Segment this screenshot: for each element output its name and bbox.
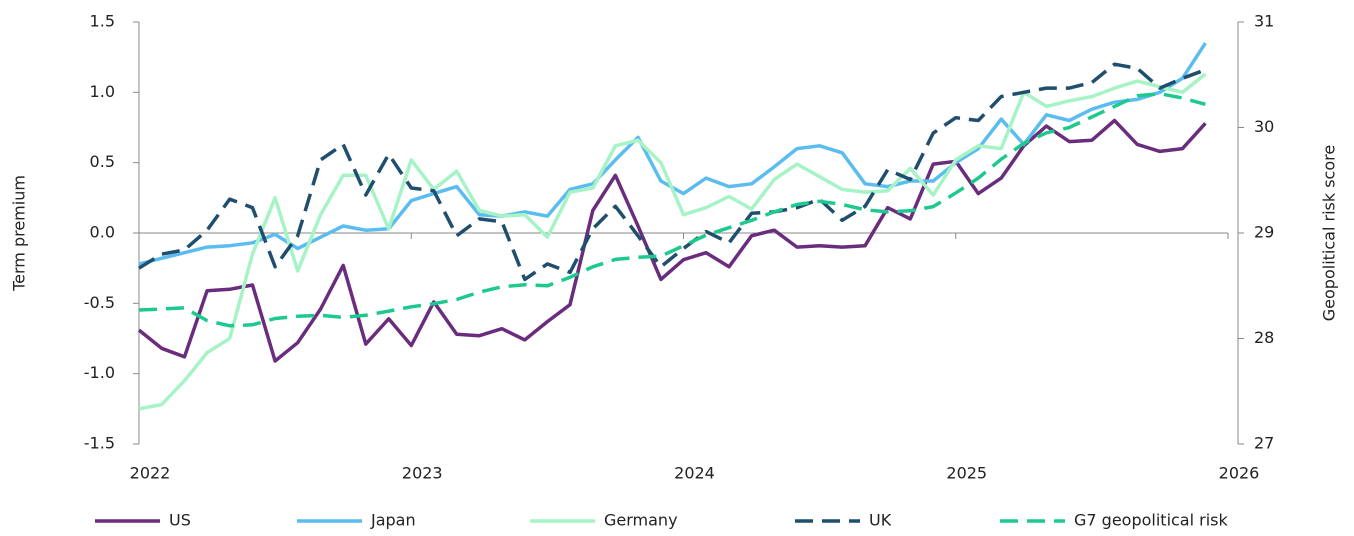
y2-tick-label: 28 [1254, 328, 1274, 347]
y-tick-label: 0.5 [90, 152, 115, 171]
x-tick-label: 2022 [130, 464, 171, 483]
x-tick-label: 2025 [946, 464, 987, 483]
legend-label: UK [869, 511, 892, 530]
legend-label: Germany [604, 511, 678, 530]
y-tick-label: 1.0 [90, 82, 115, 101]
series-line [138, 62, 1207, 282]
y2-tick-label: 30 [1254, 117, 1274, 136]
legend-label: US [169, 511, 191, 530]
x-tick-label: 2023 [402, 464, 443, 483]
y-tick-label: 1.5 [90, 12, 115, 31]
x-tick-label: 2024 [674, 464, 715, 483]
series-line [138, 91, 1206, 328]
series-line [138, 72, 1207, 411]
y2-tick-label: 29 [1254, 223, 1274, 242]
legend-label: G7 geopolitical risk [1074, 511, 1229, 530]
legend-label: Japan [370, 511, 416, 530]
y-tick-label: -1.5 [84, 434, 115, 453]
series-line [137, 118, 1207, 363]
x-tick-label: 2026 [1219, 464, 1260, 483]
y-axis-label: Term premium [10, 175, 29, 292]
y2-tick-label: 31 [1254, 12, 1274, 31]
y-tick-label: -0.5 [84, 293, 115, 312]
y2-axis-label: Geopolitical risk score [1320, 145, 1339, 321]
y2-tick-label: 27 [1254, 434, 1274, 453]
y-tick-label: -1.0 [84, 363, 115, 382]
y-tick-label: 0.0 [90, 223, 115, 242]
